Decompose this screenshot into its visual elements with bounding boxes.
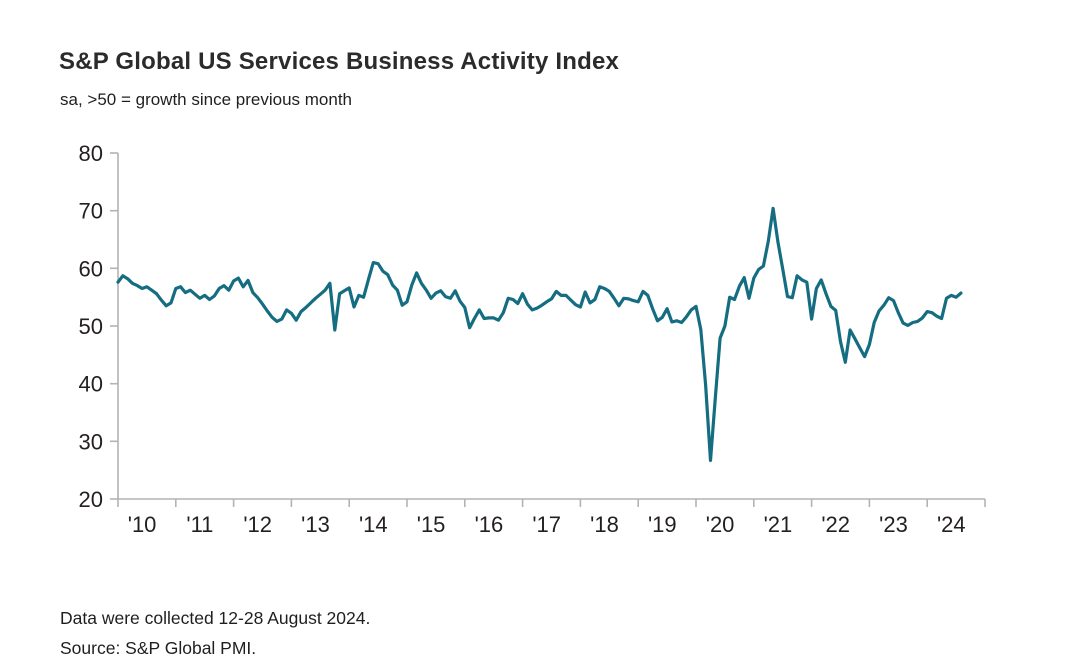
svg-text:'14: '14 <box>359 512 388 537</box>
svg-text:80: 80 <box>79 141 103 166</box>
line-chart: 20 30 40 50 60 70 80 '10 '11 '12 '13 '14 '15 '16 '17 '1… <box>79 141 986 537</box>
svg-text:'19: '19 <box>648 512 677 537</box>
svg-text:'20: '20 <box>706 512 735 537</box>
svg-text:20: 20 <box>79 487 103 512</box>
chart-title: S&P Global US Services Business Activity… <box>59 48 620 75</box>
svg-text:'11: '11 <box>186 512 213 537</box>
svg-text:'13: '13 <box>301 512 330 537</box>
svg-text:50: 50 <box>79 314 103 339</box>
svg-text:'24: '24 <box>937 512 966 537</box>
svg-text:'10: '10 <box>128 512 157 537</box>
svg-text:'23: '23 <box>879 512 908 537</box>
svg-text:60: 60 <box>79 256 103 281</box>
svg-text:30: 30 <box>79 429 103 454</box>
svg-text:'12: '12 <box>243 512 272 537</box>
footer-source: Source: S&P Global PMI. <box>60 638 257 658</box>
svg-text:'15: '15 <box>417 512 446 537</box>
svg-text:'22: '22 <box>821 512 850 537</box>
svg-text:'17: '17 <box>532 512 561 537</box>
svg-text:'18: '18 <box>590 512 619 537</box>
svg-text:'16: '16 <box>475 512 504 537</box>
footer-note: Data were collected 12-28 August 2024. <box>60 608 371 628</box>
svg-text:'21: '21 <box>764 512 793 537</box>
chart-subtitle: sa, >50 = growth since previous month <box>60 90 352 109</box>
svg-text:70: 70 <box>79 199 103 224</box>
svg-text:40: 40 <box>79 372 103 397</box>
